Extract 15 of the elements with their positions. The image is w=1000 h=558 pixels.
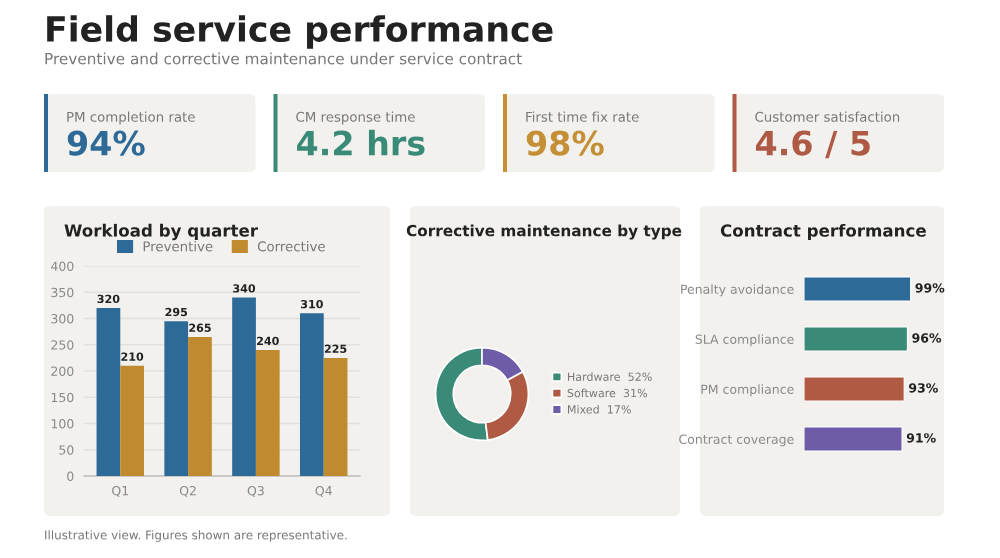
bar (255, 350, 280, 476)
text: 98% (526, 130, 604, 156)
chart-title: Workload by quarter (64, 223, 258, 241)
bar (232, 297, 256, 476)
bar (96, 308, 121, 476)
text: 94% (67, 130, 145, 156)
text: Field service performance (47, 15, 553, 49)
bar (323, 357, 348, 476)
bar (164, 321, 189, 476)
text: 4.6 / 5 (756, 130, 870, 159)
text: 4.2 hrs (297, 129, 425, 156)
chart-title: Contract performance (720, 223, 926, 241)
bar (188, 336, 212, 476)
bar (299, 313, 324, 476)
bar (120, 365, 145, 476)
